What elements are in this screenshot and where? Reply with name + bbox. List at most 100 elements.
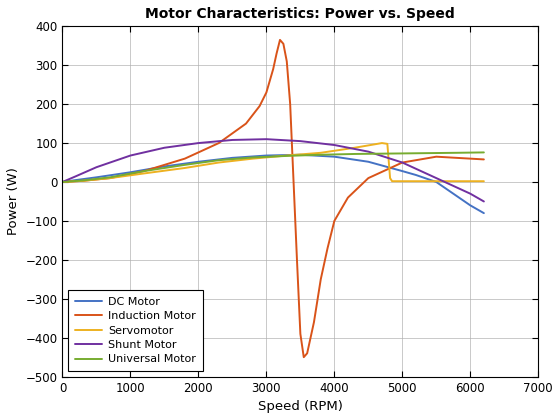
Line: Induction Motor: Induction Motor bbox=[63, 40, 484, 357]
Servomotor bbox=[141, 171, 147, 176]
Universal Motor bbox=[249, 155, 256, 160]
DC Motor bbox=[73, 178, 80, 183]
Induction Motor bbox=[318, 277, 324, 282]
Induction Motor bbox=[242, 121, 249, 126]
Servomotor bbox=[379, 141, 385, 146]
Induction Motor bbox=[263, 90, 270, 95]
Induction Motor bbox=[399, 160, 405, 165]
Universal Motor bbox=[181, 163, 188, 168]
DC Motor bbox=[331, 154, 338, 159]
Universal Motor bbox=[480, 150, 487, 155]
Universal Motor bbox=[385, 151, 392, 156]
Servomotor bbox=[467, 178, 474, 184]
Shunt Motor bbox=[161, 145, 168, 150]
Servomotor bbox=[389, 178, 395, 184]
Induction Motor bbox=[433, 154, 440, 159]
Induction Motor bbox=[80, 178, 86, 184]
Induction Motor bbox=[304, 351, 311, 356]
Induction Motor bbox=[283, 59, 290, 64]
Servomotor bbox=[433, 178, 440, 184]
Universal Motor bbox=[454, 150, 460, 155]
Servomotor bbox=[80, 178, 86, 184]
Induction Motor bbox=[181, 156, 188, 161]
Universal Motor bbox=[283, 153, 290, 158]
Servomotor bbox=[480, 178, 487, 184]
Servomotor bbox=[318, 150, 324, 155]
Y-axis label: Power (W): Power (W) bbox=[7, 168, 20, 235]
Line: Universal Motor: Universal Motor bbox=[63, 152, 484, 182]
Shunt Motor bbox=[93, 165, 100, 170]
Servomotor bbox=[181, 165, 188, 171]
Legend: DC Motor, Induction Motor, Servomotor, Shunt Motor, Universal Motor: DC Motor, Induction Motor, Servomotor, S… bbox=[68, 290, 203, 371]
DC Motor bbox=[229, 155, 236, 160]
Induction Motor bbox=[297, 331, 304, 336]
DC Motor bbox=[297, 152, 304, 157]
Universal Motor bbox=[419, 151, 426, 156]
Universal Motor bbox=[351, 152, 358, 157]
Shunt Motor bbox=[399, 160, 405, 165]
Servomotor bbox=[384, 141, 391, 146]
Universal Motor bbox=[318, 152, 324, 157]
Shunt Motor bbox=[297, 139, 304, 144]
Servomotor bbox=[249, 156, 256, 161]
Servomotor bbox=[387, 176, 394, 181]
Shunt Motor bbox=[365, 149, 372, 154]
Shunt Motor bbox=[229, 137, 236, 142]
DC Motor bbox=[433, 179, 440, 184]
Line: Shunt Motor: Shunt Motor bbox=[63, 139, 484, 202]
Shunt Motor bbox=[331, 142, 338, 147]
Induction Motor bbox=[324, 246, 331, 251]
Induction Motor bbox=[293, 257, 300, 262]
Universal Motor bbox=[80, 178, 86, 183]
DC Motor bbox=[365, 159, 372, 164]
Induction Motor bbox=[290, 179, 297, 184]
Shunt Motor bbox=[263, 136, 270, 142]
Universal Motor bbox=[141, 168, 147, 173]
DC Motor bbox=[127, 170, 134, 175]
Universal Motor bbox=[107, 175, 114, 180]
Servomotor bbox=[59, 179, 66, 184]
Induction Motor bbox=[277, 37, 283, 42]
Induction Motor bbox=[331, 218, 338, 223]
Line: DC Motor: DC Motor bbox=[63, 155, 484, 213]
Servomotor bbox=[399, 178, 405, 184]
Title: Motor Characteristics: Power vs. Speed: Motor Characteristics: Power vs. Speed bbox=[146, 7, 455, 21]
Shunt Motor bbox=[480, 199, 487, 204]
Shunt Motor bbox=[59, 179, 66, 184]
Shunt Motor bbox=[195, 141, 202, 146]
Induction Motor bbox=[216, 141, 222, 146]
DC Motor bbox=[413, 173, 419, 178]
Induction Motor bbox=[256, 104, 263, 109]
Induction Motor bbox=[344, 195, 351, 200]
Induction Motor bbox=[311, 320, 318, 325]
Servomotor bbox=[283, 153, 290, 158]
DC Motor bbox=[467, 203, 474, 208]
DC Motor bbox=[59, 179, 66, 184]
Induction Motor bbox=[365, 176, 372, 181]
Shunt Motor bbox=[433, 176, 440, 181]
Line: Servomotor: Servomotor bbox=[63, 143, 484, 182]
Servomotor bbox=[216, 160, 222, 165]
DC Motor bbox=[263, 153, 270, 158]
Servomotor bbox=[107, 176, 114, 181]
DC Motor bbox=[399, 168, 405, 173]
Induction Motor bbox=[300, 354, 307, 360]
Induction Motor bbox=[107, 176, 114, 181]
Universal Motor bbox=[59, 179, 66, 184]
DC Motor bbox=[161, 164, 168, 169]
Induction Motor bbox=[141, 168, 147, 173]
DC Motor bbox=[480, 210, 487, 215]
Induction Motor bbox=[59, 179, 66, 184]
Shunt Motor bbox=[127, 153, 134, 158]
Induction Motor bbox=[480, 157, 487, 162]
DC Motor bbox=[93, 175, 100, 180]
Induction Motor bbox=[273, 51, 280, 56]
DC Motor bbox=[195, 159, 202, 164]
Induction Motor bbox=[467, 156, 474, 161]
Shunt Motor bbox=[467, 191, 474, 196]
Induction Motor bbox=[287, 102, 293, 107]
Induction Motor bbox=[270, 67, 277, 72]
Universal Motor bbox=[216, 158, 222, 163]
Induction Motor bbox=[280, 41, 287, 46]
Servomotor bbox=[351, 145, 358, 150]
